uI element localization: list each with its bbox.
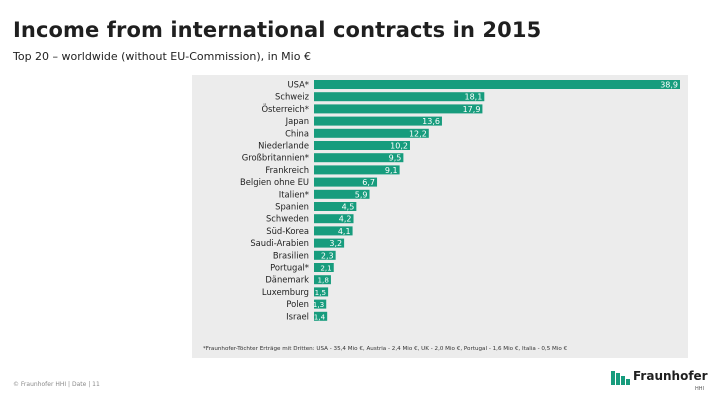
bar-chart: USA* 38,9 Schweiz 18,1 Österreich* 17,9 Japan 1… xyxy=(240,80,680,321)
category-label: Süd-Korea xyxy=(266,226,309,236)
bar xyxy=(314,214,354,224)
category-label: Großbritannien* xyxy=(242,153,309,163)
bar xyxy=(314,238,345,248)
category-label: Portugal* xyxy=(270,263,309,273)
category-label: Saudi-Arabien xyxy=(250,238,309,248)
data-label: 1,5 xyxy=(315,288,326,297)
category-label: Italien* xyxy=(279,189,309,199)
data-label: 2,1 xyxy=(320,264,331,273)
data-label: 4,1 xyxy=(338,227,351,236)
category-label: USA* xyxy=(287,80,309,90)
category-label: Japan xyxy=(285,116,309,126)
bar xyxy=(314,177,378,187)
data-label: 1,4 xyxy=(314,312,326,321)
category-label: Luxemburg xyxy=(262,287,309,297)
bar xyxy=(314,92,485,102)
bar xyxy=(314,104,483,114)
category-label: Niederlande xyxy=(258,141,309,151)
page-title: Income from international contracts in 2… xyxy=(13,18,542,42)
bar xyxy=(314,128,429,138)
bar xyxy=(314,116,442,126)
category-label: Brasilien xyxy=(273,250,309,260)
data-label: 4,2 xyxy=(339,215,352,224)
data-label: 9,1 xyxy=(385,166,398,175)
chart-footnote: *Fraunhofer-Töchter Erträge mit Dritten:… xyxy=(203,346,568,352)
chart-panel: USA* 38,9 Schweiz 18,1 Österreich* 17,9 Japan 1… xyxy=(192,75,688,358)
bar xyxy=(314,311,328,321)
data-label: 10,2 xyxy=(390,142,408,151)
data-label: 2,3 xyxy=(321,251,334,260)
bar xyxy=(314,165,400,175)
bar xyxy=(314,226,353,236)
bar xyxy=(314,141,410,150)
data-label: 38,9 xyxy=(660,81,678,90)
bar xyxy=(314,189,370,199)
data-label: 6,7 xyxy=(362,178,375,187)
logo-wordmark: Fraunhofer xyxy=(633,369,708,383)
category-label: Österreich* xyxy=(261,104,309,114)
data-label: 13,6 xyxy=(422,117,440,126)
bar xyxy=(314,250,336,260)
data-label: 9,5 xyxy=(389,154,402,163)
slide-footer: © Fraunhofer HHI | Date | 11 xyxy=(13,381,100,388)
category-label: Schweiz xyxy=(275,92,310,102)
fraunhofer-logo-icon xyxy=(611,371,630,385)
bar xyxy=(314,153,404,163)
category-label: Spanien xyxy=(275,202,309,212)
data-label: 5,9 xyxy=(355,190,368,199)
data-label: 1,8 xyxy=(317,276,329,285)
page-subtitle: Top 20 – worldwide (without EU-Commissio… xyxy=(13,50,311,63)
category-label: Belgien ohne EU xyxy=(240,177,309,187)
bar xyxy=(314,263,334,272)
data-label: 1,3 xyxy=(313,300,324,309)
logo-institute: HHI xyxy=(695,386,704,392)
bar xyxy=(314,287,329,297)
category-label: Frankreich xyxy=(265,165,309,175)
bar xyxy=(314,275,331,285)
data-label: 12,2 xyxy=(409,129,427,138)
category-label: Polen xyxy=(286,299,309,309)
bar xyxy=(314,202,357,211)
category-label: Israel xyxy=(286,311,309,321)
data-label: 18,1 xyxy=(464,93,482,102)
data-label: 4,5 xyxy=(342,203,355,212)
bar xyxy=(314,80,680,89)
category-label: China xyxy=(285,128,309,138)
fraunhofer-logo: Fraunhofer HHI xyxy=(611,369,708,399)
data-label: 17,9 xyxy=(463,105,481,114)
category-label: Schweden xyxy=(266,214,309,224)
data-label: 3,2 xyxy=(329,239,342,248)
bar xyxy=(314,299,327,309)
category-label: Dänemark xyxy=(265,275,309,285)
